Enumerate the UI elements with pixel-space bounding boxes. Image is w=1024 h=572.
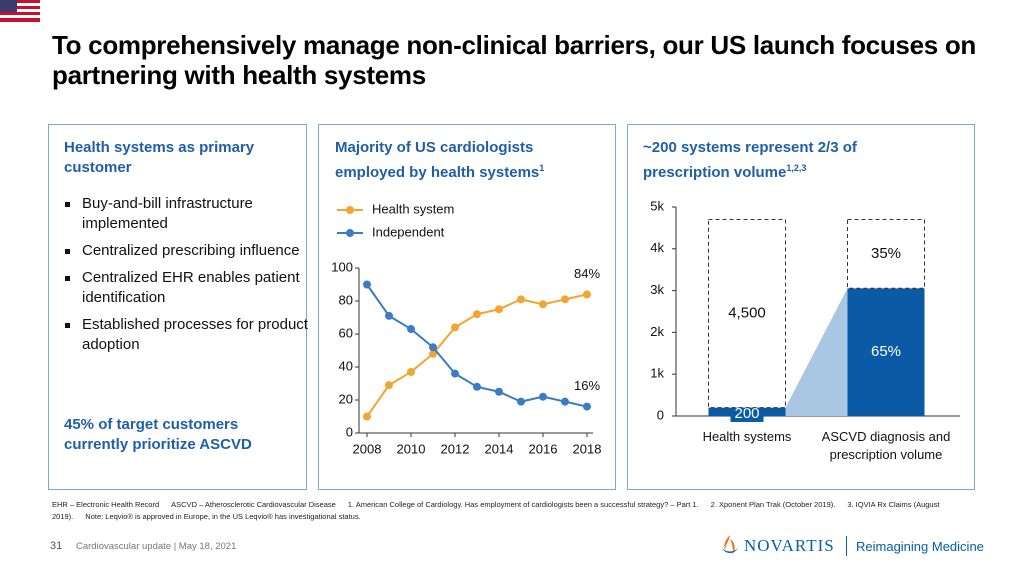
data-point: [473, 382, 481, 391]
panel-heading: Health systems as primary customer: [64, 139, 255, 176]
bullet-list: Buy-and-bill infrastructure implemented C…: [64, 194, 318, 362]
data-point: [561, 397, 569, 406]
superscript: 1: [539, 163, 545, 173]
bar-segment: [708, 219, 786, 409]
legend-label: Independent: [372, 224, 445, 239]
x-tick-label: Health systems: [702, 429, 792, 444]
data-point: [385, 311, 393, 320]
data-point: [539, 300, 547, 309]
bar-segment: [847, 288, 925, 416]
data-point: [561, 295, 569, 304]
page-number: 31: [50, 540, 63, 552]
x-tick-label: 2014: [485, 441, 514, 456]
tagline: Reimagining Medicine: [856, 539, 984, 554]
y-tick-label: 0: [657, 407, 664, 422]
footer-text: Cardiovascular update | May 18, 2021: [76, 541, 237, 552]
x-tick-label: 2010: [397, 441, 426, 456]
connector: [785, 288, 848, 416]
data-label: 35%: [871, 245, 901, 262]
data-point: [385, 381, 393, 390]
x-tick-label: ASCVD diagnosis and prescription volume: [821, 429, 951, 462]
footnote: 3. IQVIA Rx Claims (August 2019).: [52, 500, 940, 521]
data-point: [495, 387, 503, 396]
us-flag: [0, 0, 40, 22]
y-tick-label: 20: [339, 391, 353, 406]
legend-marker: [346, 206, 354, 214]
data-point: [407, 325, 415, 334]
panel: [318, 124, 616, 490]
data-point: [451, 323, 459, 332]
x-tick-label: 2018: [573, 441, 602, 456]
separator: [846, 536, 847, 556]
bar-segment: [847, 219, 925, 289]
data-label: 200: [734, 405, 759, 422]
logo-icon: [722, 535, 738, 555]
y-tick-label: 60: [339, 325, 353, 340]
data-point: [495, 305, 503, 314]
footnote: Note: Leqvio® is approved in Europe, in …: [85, 512, 361, 521]
y-tick-label: 40: [339, 358, 353, 373]
data-point: [517, 295, 525, 304]
data-point: [539, 392, 547, 401]
panel-heading: ~200 systems represent 2/3 of prescripti…: [643, 138, 943, 183]
y-tick-label: 5k: [650, 198, 664, 213]
footnote: ASCVD – Atherosclerotic Cardiovascular D…: [171, 500, 336, 509]
bullet: Centralized prescribing influence: [65, 241, 318, 261]
data-point: [517, 397, 525, 406]
y-tick-label: 0: [346, 424, 353, 439]
bullet: Established processes for product adopti…: [65, 315, 318, 355]
data-point: [473, 310, 481, 319]
data-point: [451, 369, 459, 378]
data-label: 84%: [574, 266, 600, 281]
footnote: 1. American College of Cardiology. Has e…: [347, 500, 699, 509]
data-point: [363, 280, 371, 289]
brand: NOVARTIS: [744, 536, 835, 555]
legend-label: Health system: [372, 201, 454, 216]
slide-title: To comprehensively manage non-clinical b…: [52, 30, 976, 90]
bullet: Buy-and-bill infrastructure implemented: [65, 194, 318, 234]
footnotes: EHR – Electronic Health Record ASCVD – At…: [52, 499, 972, 523]
data-label: 4,500: [728, 305, 766, 322]
data-point: [583, 402, 591, 411]
panel: [48, 124, 307, 490]
heading-text: ~200 systems represent 2/3 of prescripti…: [643, 139, 857, 181]
panel: [627, 124, 975, 490]
data-point: [363, 412, 371, 421]
x-tick-label: 2016: [529, 441, 558, 456]
x-tick-label: 2008: [353, 441, 382, 456]
y-tick-label: 1k: [650, 366, 664, 381]
y-tick-label: 80: [339, 292, 353, 307]
panel-heading: Majority of US cardiologists employed by…: [335, 138, 605, 183]
heading-text: Majority of US cardiologists employed by…: [335, 139, 540, 181]
y-tick-label: 100: [331, 259, 353, 274]
data-point: [429, 349, 437, 358]
data-label: 16%: [574, 378, 600, 393]
footnote: 2. Xponent Plan Trak (October 2019).: [710, 500, 836, 509]
legend-marker: [346, 229, 354, 237]
y-tick-label: 3k: [650, 282, 664, 297]
y-tick-label: 4k: [650, 240, 664, 255]
y-tick-label: 2k: [650, 324, 664, 339]
x-tick-label: 2012: [441, 441, 470, 456]
bullet: Centralized EHR enables patient identifi…: [65, 268, 318, 308]
label-background: [730, 404, 764, 422]
footnote: EHR – Electronic Health Record: [52, 500, 160, 509]
data-point: [583, 290, 591, 299]
superscript: 1,2,3: [786, 163, 807, 173]
data-point: [407, 367, 415, 376]
data-point: [429, 343, 437, 352]
data-label: 65%: [871, 343, 901, 360]
panel-conclusion: 45% of target customers currently priori…: [64, 416, 252, 453]
